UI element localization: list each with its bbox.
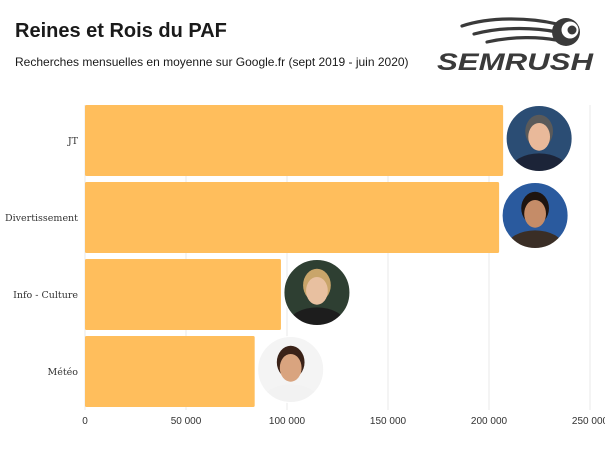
x-axis-tick-labels: 0 50 000 100 000 150 000 200 000 250 000 bbox=[82, 416, 605, 427]
x-tick-label: 250 000 bbox=[572, 416, 605, 427]
chart-title: Reines et Rois du PAF bbox=[15, 20, 227, 42]
category-label: JT bbox=[67, 136, 79, 147]
semrush-logo: SEMRUSH bbox=[432, 12, 597, 76]
category-label: Info - Culture bbox=[13, 290, 78, 301]
avatar bbox=[505, 105, 573, 172]
x-tick-label: 100 000 bbox=[269, 416, 306, 427]
x-tick-label: 200 000 bbox=[471, 416, 508, 427]
avatar bbox=[257, 336, 325, 403]
bars bbox=[85, 105, 504, 407]
bar bbox=[85, 182, 500, 253]
x-tick-label: 0 bbox=[82, 416, 88, 427]
bar bbox=[85, 336, 255, 407]
avatar bbox=[283, 259, 351, 326]
x-tick-label: 50 000 bbox=[171, 416, 202, 427]
logo-text: SEMRUSH bbox=[437, 49, 594, 74]
bar bbox=[85, 259, 281, 330]
category-labels: JT Divertissement Info - Culture Météo bbox=[5, 136, 79, 378]
bar bbox=[85, 105, 504, 176]
avatar bbox=[501, 182, 569, 249]
semrush-fireball-icon: SEMRUSH bbox=[437, 17, 594, 76]
chart-subtitle: Recherches mensuelles en moyenne sur Goo… bbox=[15, 55, 409, 69]
category-label: Divertissement bbox=[5, 213, 78, 224]
avatars bbox=[257, 105, 573, 403]
x-tick-label: 150 000 bbox=[370, 416, 407, 427]
category-label: Météo bbox=[47, 367, 78, 378]
